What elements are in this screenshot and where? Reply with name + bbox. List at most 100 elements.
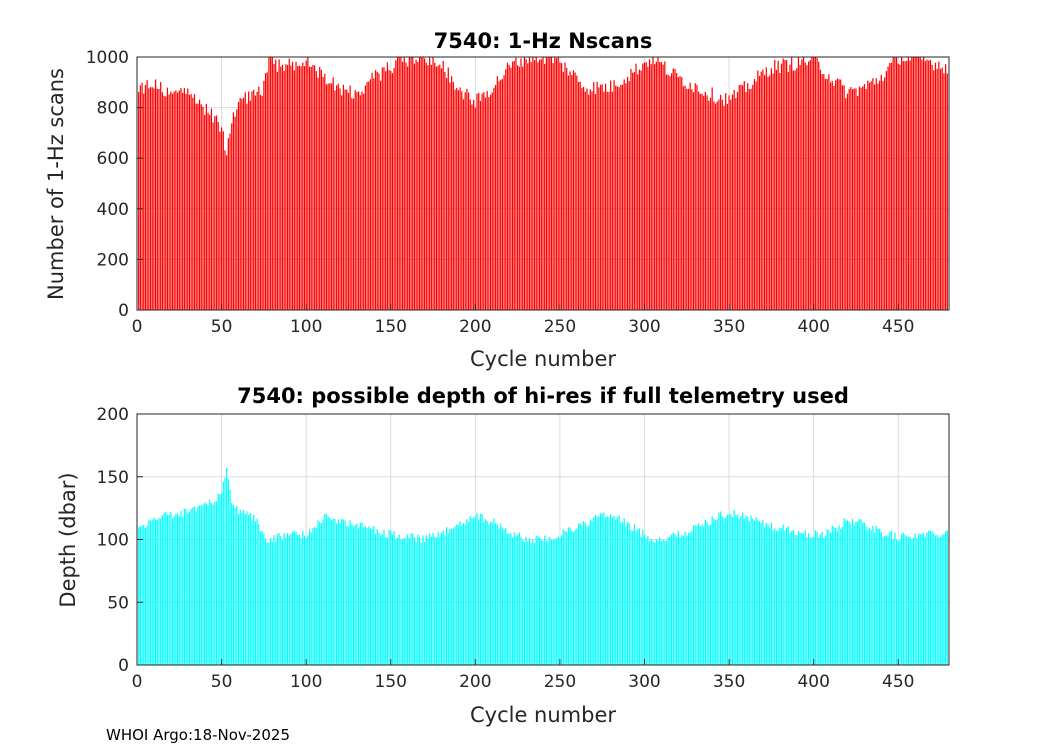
bar: [320, 69, 322, 311]
bar: [835, 527, 837, 665]
bar: [544, 535, 546, 665]
bar: [359, 522, 361, 665]
bar: [542, 57, 544, 310]
bar: [305, 537, 307, 665]
bar: [161, 92, 163, 311]
bars: [138, 57, 948, 311]
bar: [305, 60, 307, 311]
bar: [713, 518, 715, 665]
bar: [919, 534, 921, 665]
bar: [356, 523, 358, 665]
bar: [153, 517, 155, 665]
bar: [146, 80, 148, 311]
bar: [625, 526, 627, 665]
bar: [493, 518, 495, 665]
bar: [794, 535, 796, 665]
bar: [848, 88, 850, 311]
bar: [943, 73, 945, 310]
bar: [613, 515, 615, 665]
bar: [831, 80, 833, 311]
bar: [628, 81, 630, 311]
bar: [275, 59, 277, 311]
bar: [669, 536, 671, 665]
bar: [336, 523, 338, 665]
bar: [814, 530, 816, 665]
bar: [731, 94, 734, 311]
bar: [210, 108, 213, 310]
bar: [813, 57, 815, 310]
bar: [868, 82, 871, 310]
bar: [155, 79, 157, 311]
bar: [945, 531, 947, 665]
bar: [293, 531, 295, 665]
x-tick-label: 300: [628, 317, 660, 337]
bar: [574, 72, 576, 310]
bar: [430, 536, 432, 665]
bar: [792, 529, 794, 665]
bar: [401, 61, 404, 310]
bar: [809, 537, 811, 665]
bar: [637, 529, 639, 665]
bar: [574, 530, 576, 665]
bar: [307, 535, 309, 665]
bar: [374, 70, 377, 310]
y-ticks: 0 50 100 150 200: [97, 405, 143, 676]
bar: [738, 85, 740, 311]
bar: [642, 529, 644, 665]
bar: [445, 78, 448, 310]
bar: [451, 528, 453, 665]
bar: [770, 522, 772, 665]
bar: [569, 71, 571, 310]
bar: [779, 73, 781, 310]
bar: [344, 89, 346, 310]
bar: [853, 88, 855, 310]
bar: [261, 530, 263, 665]
bar: [598, 516, 600, 665]
bar: [691, 89, 693, 310]
bar: [148, 519, 150, 665]
bar: [659, 62, 661, 310]
bar: [809, 60, 811, 311]
bar: [799, 65, 801, 310]
bar: [855, 88, 857, 310]
bar: [838, 79, 840, 311]
bar: [672, 68, 674, 310]
bar: [178, 90, 180, 310]
bar: [396, 57, 399, 310]
bar: [366, 81, 368, 310]
bar: [909, 536, 911, 665]
bar: [654, 542, 656, 665]
bar: [351, 524, 353, 665]
bar: [829, 82, 832, 311]
bar: [412, 57, 414, 310]
bar: [329, 83, 331, 311]
bar: [711, 516, 713, 665]
bar: [814, 57, 816, 310]
bar: [868, 527, 871, 665]
bar: [557, 57, 559, 310]
bar: [736, 514, 739, 665]
bar: [144, 528, 147, 665]
bar: [750, 88, 752, 310]
bar: [469, 516, 471, 665]
bar: [266, 72, 268, 310]
bar: [347, 526, 350, 665]
bar: [405, 62, 407, 310]
bar: [714, 520, 717, 665]
bar: [731, 516, 734, 665]
bar: [938, 537, 940, 665]
bar: [403, 57, 405, 310]
bar: [840, 79, 842, 310]
bar: [315, 528, 317, 665]
bar: [371, 528, 373, 665]
bar: [582, 86, 585, 311]
bar: [474, 516, 476, 665]
bar: [373, 525, 375, 665]
bar: [286, 533, 289, 665]
bar: [895, 538, 898, 665]
bar: [758, 520, 761, 665]
x-tick-label: 50: [211, 672, 233, 692]
bar: [674, 533, 676, 665]
bar: [278, 59, 280, 311]
bar: [271, 541, 273, 665]
